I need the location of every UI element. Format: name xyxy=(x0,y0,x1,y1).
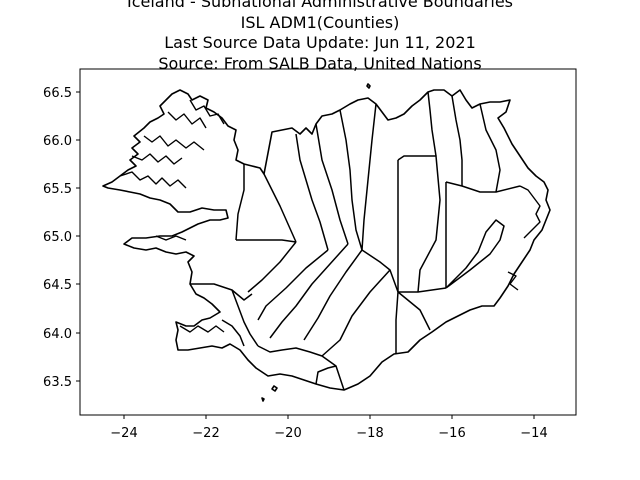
county-boundary xyxy=(269,243,349,339)
title-line-3: Last Source Data Update: Jun 11, 2021 xyxy=(164,33,476,52)
title-line-2: ISL ADM1(Counties) xyxy=(240,12,400,32)
county-boundary xyxy=(479,103,501,193)
westfjords-detail xyxy=(189,99,225,125)
eastfjords-detail xyxy=(507,271,519,291)
county-boundaries xyxy=(190,91,521,391)
x-tick-label: −20 xyxy=(274,426,301,441)
country-outline xyxy=(102,83,551,402)
x-tick-label: −18 xyxy=(356,426,383,441)
county-boundary xyxy=(315,365,337,385)
y-axis: 63.5 64.0 64.5 65.0 65.5 66.0 66.5 xyxy=(43,86,80,390)
axes-frame xyxy=(79,68,577,416)
title-line-1: Iceland - Subnational Administrative Bou… xyxy=(127,0,513,11)
county-boundary xyxy=(315,123,349,245)
county-boundary xyxy=(235,164,245,241)
island-surtsey xyxy=(261,397,265,402)
county-boundary xyxy=(257,345,323,357)
county-boundary xyxy=(339,109,363,251)
county-boundary xyxy=(236,239,297,243)
y-tick-label: 63.5 xyxy=(43,375,72,390)
westfjords-detail xyxy=(119,171,187,189)
snaefellsnes-detail xyxy=(155,235,187,241)
county-boundary xyxy=(361,249,399,293)
westfjords-detail xyxy=(131,153,183,165)
county-boundary xyxy=(303,249,363,341)
county-boundary xyxy=(451,95,463,186)
island-grimsey xyxy=(366,83,371,89)
y-tick-label: 65.5 xyxy=(43,182,72,197)
westfjords-detail xyxy=(143,135,205,151)
x-tick-label: −22 xyxy=(192,426,219,441)
county-boundary xyxy=(221,319,245,347)
x-axis: −24 −22 −20 −18 −16 −14 xyxy=(110,415,548,441)
eastfjords-detail xyxy=(519,185,541,239)
county-boundary xyxy=(445,219,505,289)
county-boundary xyxy=(397,291,431,331)
county-boundary xyxy=(257,249,329,321)
y-tick-label: 64.0 xyxy=(43,327,72,342)
x-tick-label: −24 xyxy=(110,426,137,441)
county-boundary xyxy=(263,173,297,243)
county-boundary xyxy=(398,287,447,293)
county-boundary xyxy=(231,289,259,347)
county-boundary xyxy=(295,133,329,251)
county-boundary xyxy=(247,241,297,293)
fjord-details xyxy=(119,99,541,333)
county-boundary xyxy=(321,269,391,357)
county-boundary xyxy=(321,355,345,391)
county-boundary xyxy=(190,283,253,301)
reykjanes-detail xyxy=(179,325,225,333)
x-tick-label: −16 xyxy=(438,426,465,441)
county-boundary xyxy=(361,103,377,251)
westfjords-detail xyxy=(167,111,207,129)
county-boundary xyxy=(427,91,437,157)
county-boundary xyxy=(395,291,399,354)
island-vestmannaeyjar xyxy=(271,385,278,392)
map-title: Iceland - Subnational Administrative Bou… xyxy=(0,0,640,74)
county-boundary xyxy=(397,155,441,293)
county-boundary xyxy=(445,181,521,193)
y-tick-label: 64.5 xyxy=(43,278,72,293)
y-tick-label: 66.0 xyxy=(43,134,72,149)
iceland-coastline xyxy=(102,89,551,391)
x-tick-label: −14 xyxy=(520,426,547,441)
title-line-4: Source: From SALB Data, United Nations xyxy=(158,53,482,73)
y-tick-label: 65.0 xyxy=(43,230,72,245)
y-tick-label: 66.5 xyxy=(43,86,72,101)
